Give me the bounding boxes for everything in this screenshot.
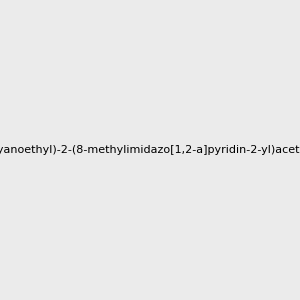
Text: N-(1-cyanoethyl)-2-(8-methylimidazo[1,2-a]pyridin-2-yl)acetamide: N-(1-cyanoethyl)-2-(8-methylimidazo[1,2-… bbox=[0, 145, 300, 155]
